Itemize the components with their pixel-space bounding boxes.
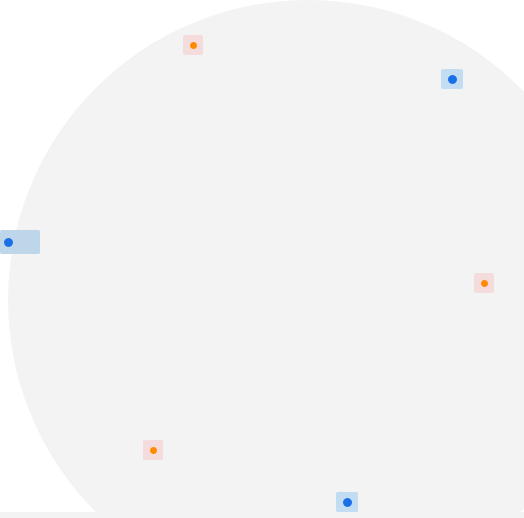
bottom-strip [0,512,524,518]
marker-dot [189,41,197,49]
marker-dot [480,279,488,287]
marker-dot [447,74,457,84]
marker-dot [3,237,13,247]
marker-dot [149,446,157,454]
marker-dot [342,497,352,507]
